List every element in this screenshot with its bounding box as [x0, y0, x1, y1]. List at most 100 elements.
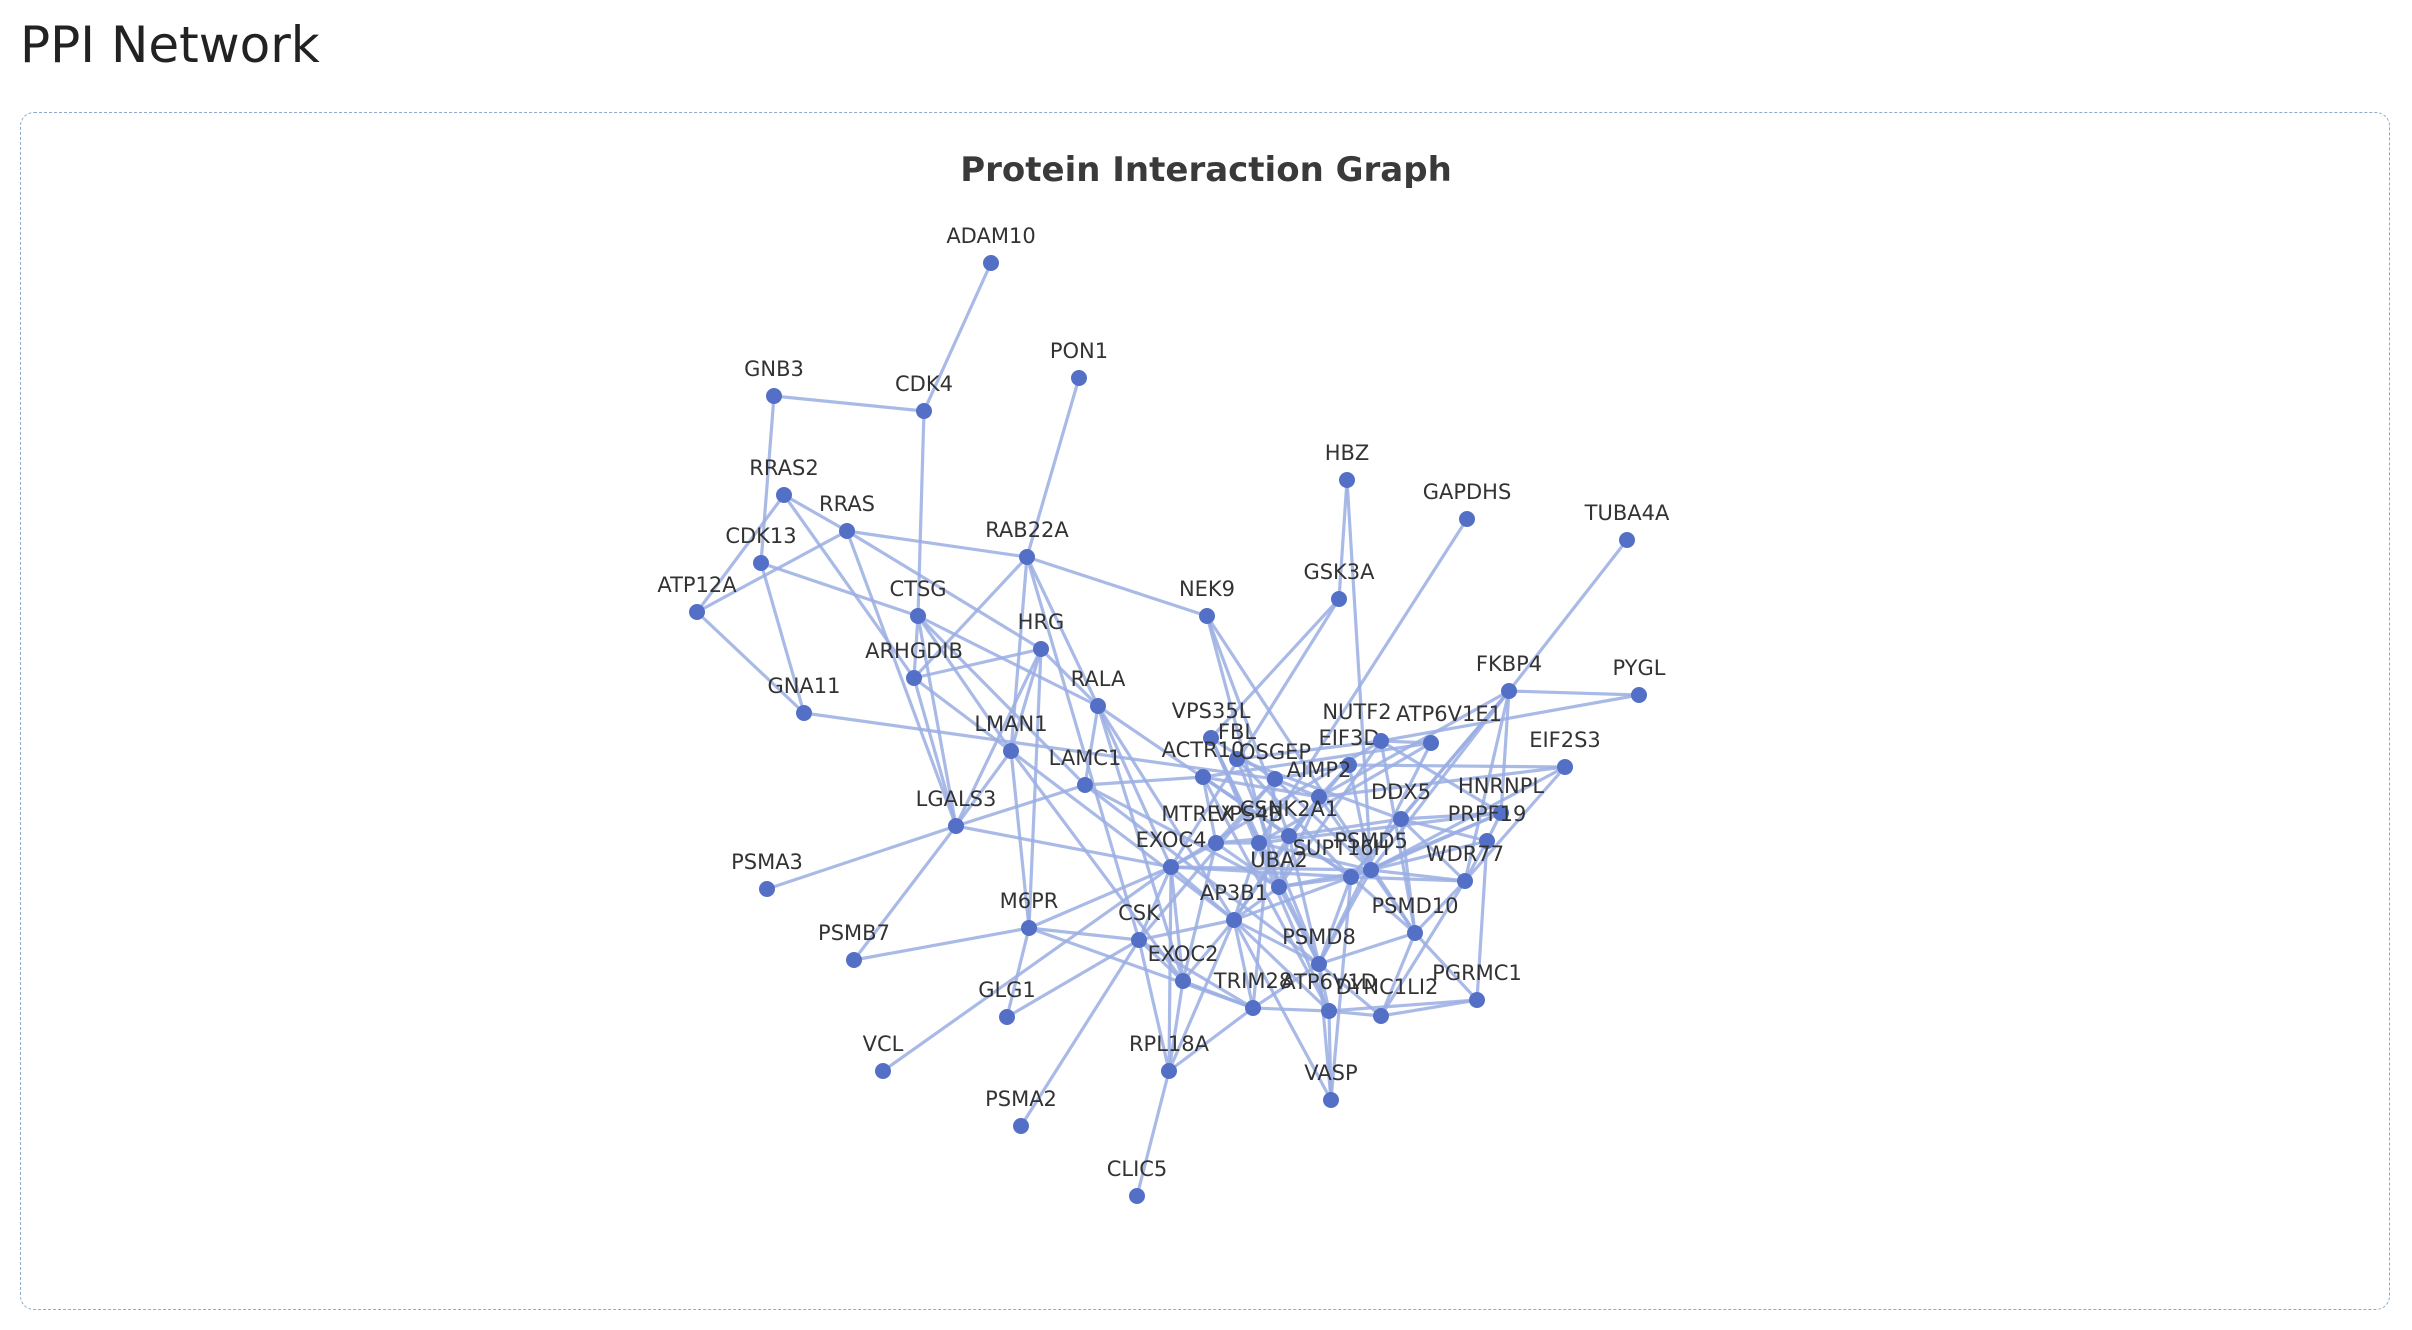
- node-marker[interactable]: [1469, 992, 1485, 1008]
- node-glg1[interactable]: GLG1: [978, 978, 1036, 1025]
- node-uba2[interactable]: UBA2: [1250, 848, 1308, 895]
- node-marker[interactable]: [1619, 532, 1635, 548]
- node-trim28[interactable]: TRIM28: [1213, 969, 1292, 1016]
- node-gsk3a[interactable]: GSK3A: [1303, 560, 1375, 607]
- node-nek9[interactable]: NEK9: [1179, 577, 1235, 624]
- node-marker[interactable]: [1457, 873, 1473, 889]
- node-marker[interactable]: [1195, 769, 1211, 785]
- node-fbl[interactable]: FBL: [1218, 720, 1256, 767]
- node-exoc4[interactable]: EXOC4: [1136, 828, 1207, 875]
- node-cdk13[interactable]: CDK13: [725, 524, 797, 571]
- node-hbz[interactable]: HBZ: [1325, 441, 1370, 488]
- node-marker[interactable]: [1311, 956, 1327, 972]
- node-hrg[interactable]: HRG: [1018, 610, 1065, 657]
- node-marker[interactable]: [1208, 835, 1224, 851]
- node-marker[interactable]: [1423, 735, 1439, 751]
- node-csnk2a1[interactable]: CSNK2A1: [1240, 797, 1339, 844]
- node-marker[interactable]: [1021, 920, 1037, 936]
- node-marker[interactable]: [1245, 1000, 1261, 1016]
- node-marker[interactable]: [1271, 879, 1287, 895]
- node-rras2[interactable]: RRAS2: [749, 456, 819, 503]
- node-marker[interactable]: [1393, 811, 1409, 827]
- node-mtrex[interactable]: MTREX: [1161, 802, 1235, 851]
- node-ctsg[interactable]: CTSG: [889, 577, 947, 624]
- node-nutf2[interactable]: NUTF2: [1322, 700, 1392, 749]
- node-marker[interactable]: [689, 604, 705, 620]
- node-pon1[interactable]: PON1: [1050, 339, 1108, 386]
- node-marker[interactable]: [1281, 828, 1297, 844]
- node-atp6v1e1[interactable]: ATP6V1E1: [1396, 702, 1502, 751]
- node-psmd5[interactable]: PSMD5: [1334, 829, 1408, 878]
- node-marker[interactable]: [1071, 370, 1087, 386]
- node-marker[interactable]: [1311, 789, 1327, 805]
- node-exoc2[interactable]: EXOC2: [1148, 942, 1219, 989]
- node-marker[interactable]: [1363, 862, 1379, 878]
- node-marker[interactable]: [916, 403, 932, 419]
- node-marker[interactable]: [1341, 757, 1357, 773]
- node-psmd8[interactable]: PSMD8: [1282, 925, 1356, 972]
- node-cdk4[interactable]: CDK4: [895, 372, 953, 419]
- node-atp12a[interactable]: ATP12A: [657, 573, 737, 620]
- node-marker[interactable]: [1199, 608, 1215, 624]
- node-marker[interactable]: [1131, 932, 1147, 948]
- node-adam10[interactable]: ADAM10: [946, 224, 1036, 271]
- node-marker[interactable]: [948, 818, 964, 834]
- node-marker[interactable]: [1373, 733, 1389, 749]
- node-marker[interactable]: [1129, 1188, 1145, 1204]
- node-rala[interactable]: RALA: [1071, 667, 1126, 714]
- node-lman1[interactable]: LMAN1: [974, 712, 1048, 759]
- node-marker[interactable]: [1321, 1003, 1337, 1019]
- node-vasp[interactable]: VASP: [1304, 1061, 1358, 1108]
- node-marker[interactable]: [766, 388, 782, 404]
- node-psma3[interactable]: PSMA3: [731, 850, 803, 897]
- node-psmd10[interactable]: PSMD10: [1371, 894, 1459, 941]
- node-hnrnpl[interactable]: HNRNPL: [1458, 774, 1544, 821]
- node-marker[interactable]: [1161, 1063, 1177, 1079]
- node-marker[interactable]: [1479, 833, 1495, 849]
- node-pygl[interactable]: PYGL: [1612, 656, 1666, 703]
- node-marker[interactable]: [1267, 771, 1283, 787]
- node-marker[interactable]: [753, 555, 769, 571]
- node-fkbp4[interactable]: FKBP4: [1476, 652, 1542, 699]
- node-marker[interactable]: [1331, 591, 1347, 607]
- node-marker[interactable]: [1339, 472, 1355, 488]
- node-dync1li2[interactable]: DYNC1LI2: [1336, 975, 1439, 1024]
- node-lamc1[interactable]: LAMC1: [1049, 746, 1122, 793]
- node-marker[interactable]: [875, 1063, 891, 1079]
- node-marker[interactable]: [1501, 683, 1517, 699]
- node-rras[interactable]: RRAS: [819, 492, 875, 539]
- node-clic5[interactable]: CLIC5: [1107, 1157, 1168, 1204]
- node-marker[interactable]: [1033, 641, 1049, 657]
- node-marker[interactable]: [910, 608, 926, 624]
- node-actr10[interactable]: ACTR10: [1162, 738, 1245, 785]
- node-eif2s3[interactable]: EIF2S3: [1529, 728, 1601, 775]
- node-rpl18a[interactable]: RPL18A: [1129, 1032, 1210, 1079]
- node-marker[interactable]: [999, 1009, 1015, 1025]
- node-marker[interactable]: [776, 487, 792, 503]
- node-lgals3[interactable]: LGALS3: [916, 787, 997, 834]
- node-marker[interactable]: [1013, 1118, 1029, 1134]
- node-vps35l[interactable]: VPS35L: [1172, 699, 1251, 746]
- node-pgrmc1[interactable]: PGRMC1: [1432, 961, 1522, 1008]
- node-vps4b[interactable]: VPS4B: [1215, 802, 1283, 851]
- node-aimp2[interactable]: AIMP2: [1287, 758, 1352, 805]
- node-osgep[interactable]: OSGEP: [1239, 740, 1311, 787]
- node-marker[interactable]: [1003, 743, 1019, 759]
- node-marker[interactable]: [1019, 549, 1035, 565]
- node-psma2[interactable]: PSMA2: [985, 1087, 1057, 1134]
- node-marker[interactable]: [1407, 925, 1423, 941]
- node-ap3b1[interactable]: AP3B1: [1200, 881, 1268, 928]
- node-eif3d[interactable]: EIF3D: [1318, 726, 1380, 773]
- node-prpf19[interactable]: PRPF19: [1448, 802, 1527, 849]
- node-rab22a[interactable]: RAB22A: [985, 518, 1069, 565]
- node-vcl[interactable]: VCL: [863, 1032, 904, 1079]
- node-marker[interactable]: [906, 670, 922, 686]
- node-marker[interactable]: [983, 255, 999, 271]
- network-graph[interactable]: Protein Interaction Graph ADAM10 PON1 GNB3…: [21, 113, 2391, 1311]
- node-marker[interactable]: [1323, 1092, 1339, 1108]
- node-m6pr[interactable]: M6PR: [1000, 889, 1059, 936]
- node-marker[interactable]: [796, 705, 812, 721]
- node-arhgdib[interactable]: ARHGDIB: [865, 639, 963, 686]
- node-marker[interactable]: [759, 881, 775, 897]
- node-marker[interactable]: [1557, 759, 1573, 775]
